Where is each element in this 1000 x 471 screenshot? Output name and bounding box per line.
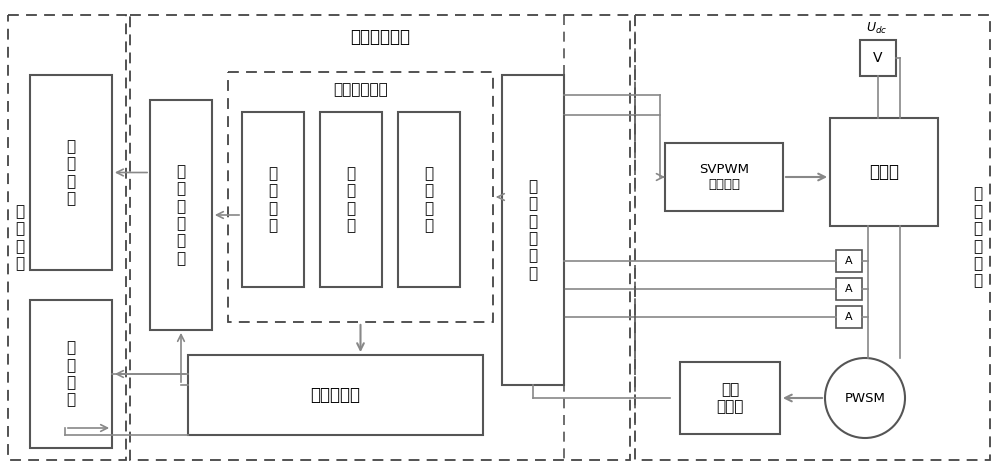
Text: A: A	[845, 256, 853, 266]
Text: 微控制模块: 微控制模块	[310, 386, 360, 404]
Text: 参
数
计
算: 参 数 计 算	[268, 166, 278, 233]
Bar	[398, 112, 460, 287]
Text: A: A	[845, 284, 853, 294]
Text: 数
据
采
集
模
块: 数 据 采 集 模 块	[528, 179, 538, 281]
Bar	[150, 100, 212, 330]
Bar	[836, 306, 862, 328]
Text: 旋转
变压器: 旋转 变压器	[716, 382, 744, 414]
Bar	[665, 143, 783, 211]
Bar	[860, 40, 896, 76]
Text: V: V	[873, 51, 883, 65]
Text: 输
出
系
统: 输 出 系 统	[15, 204, 25, 271]
Text: 逆变器: 逆变器	[869, 163, 899, 181]
Text: SVPWM
控制信号: SVPWM 控制信号	[699, 163, 749, 191]
Text: 数据处理模块: 数据处理模块	[333, 82, 388, 97]
Bar	[188, 355, 483, 435]
Bar	[635, 15, 990, 460]
Bar	[242, 112, 304, 287]
Bar	[836, 278, 862, 300]
Bar	[130, 15, 630, 460]
Bar	[320, 112, 382, 287]
Bar	[836, 250, 862, 272]
Bar	[30, 75, 112, 270]
Bar	[680, 362, 780, 434]
Bar	[228, 72, 493, 322]
Bar	[8, 15, 126, 460]
Text: $U_{dc}$: $U_{dc}$	[866, 20, 888, 35]
Text: 信
号
输
出
模
块: 信 号 输 出 模 块	[176, 164, 186, 266]
Text: 电
压
重
构: 电 压 重 构	[424, 166, 434, 233]
Text: 信号处理系统: 信号处理系统	[350, 28, 410, 46]
Bar	[30, 300, 112, 448]
Bar	[502, 75, 564, 385]
Text: 显
示
设
备: 显 示 设 备	[66, 139, 76, 206]
Text: A: A	[845, 312, 853, 322]
Bar	[830, 118, 938, 226]
Text: 智
能
感
知
系
统: 智 能 感 知 系 统	[973, 187, 983, 289]
Text: PWSM: PWSM	[845, 391, 885, 405]
Text: 低
通
滤
波: 低 通 滤 波	[346, 166, 356, 233]
Text: 报
警
单
元: 报 警 单 元	[66, 341, 76, 407]
